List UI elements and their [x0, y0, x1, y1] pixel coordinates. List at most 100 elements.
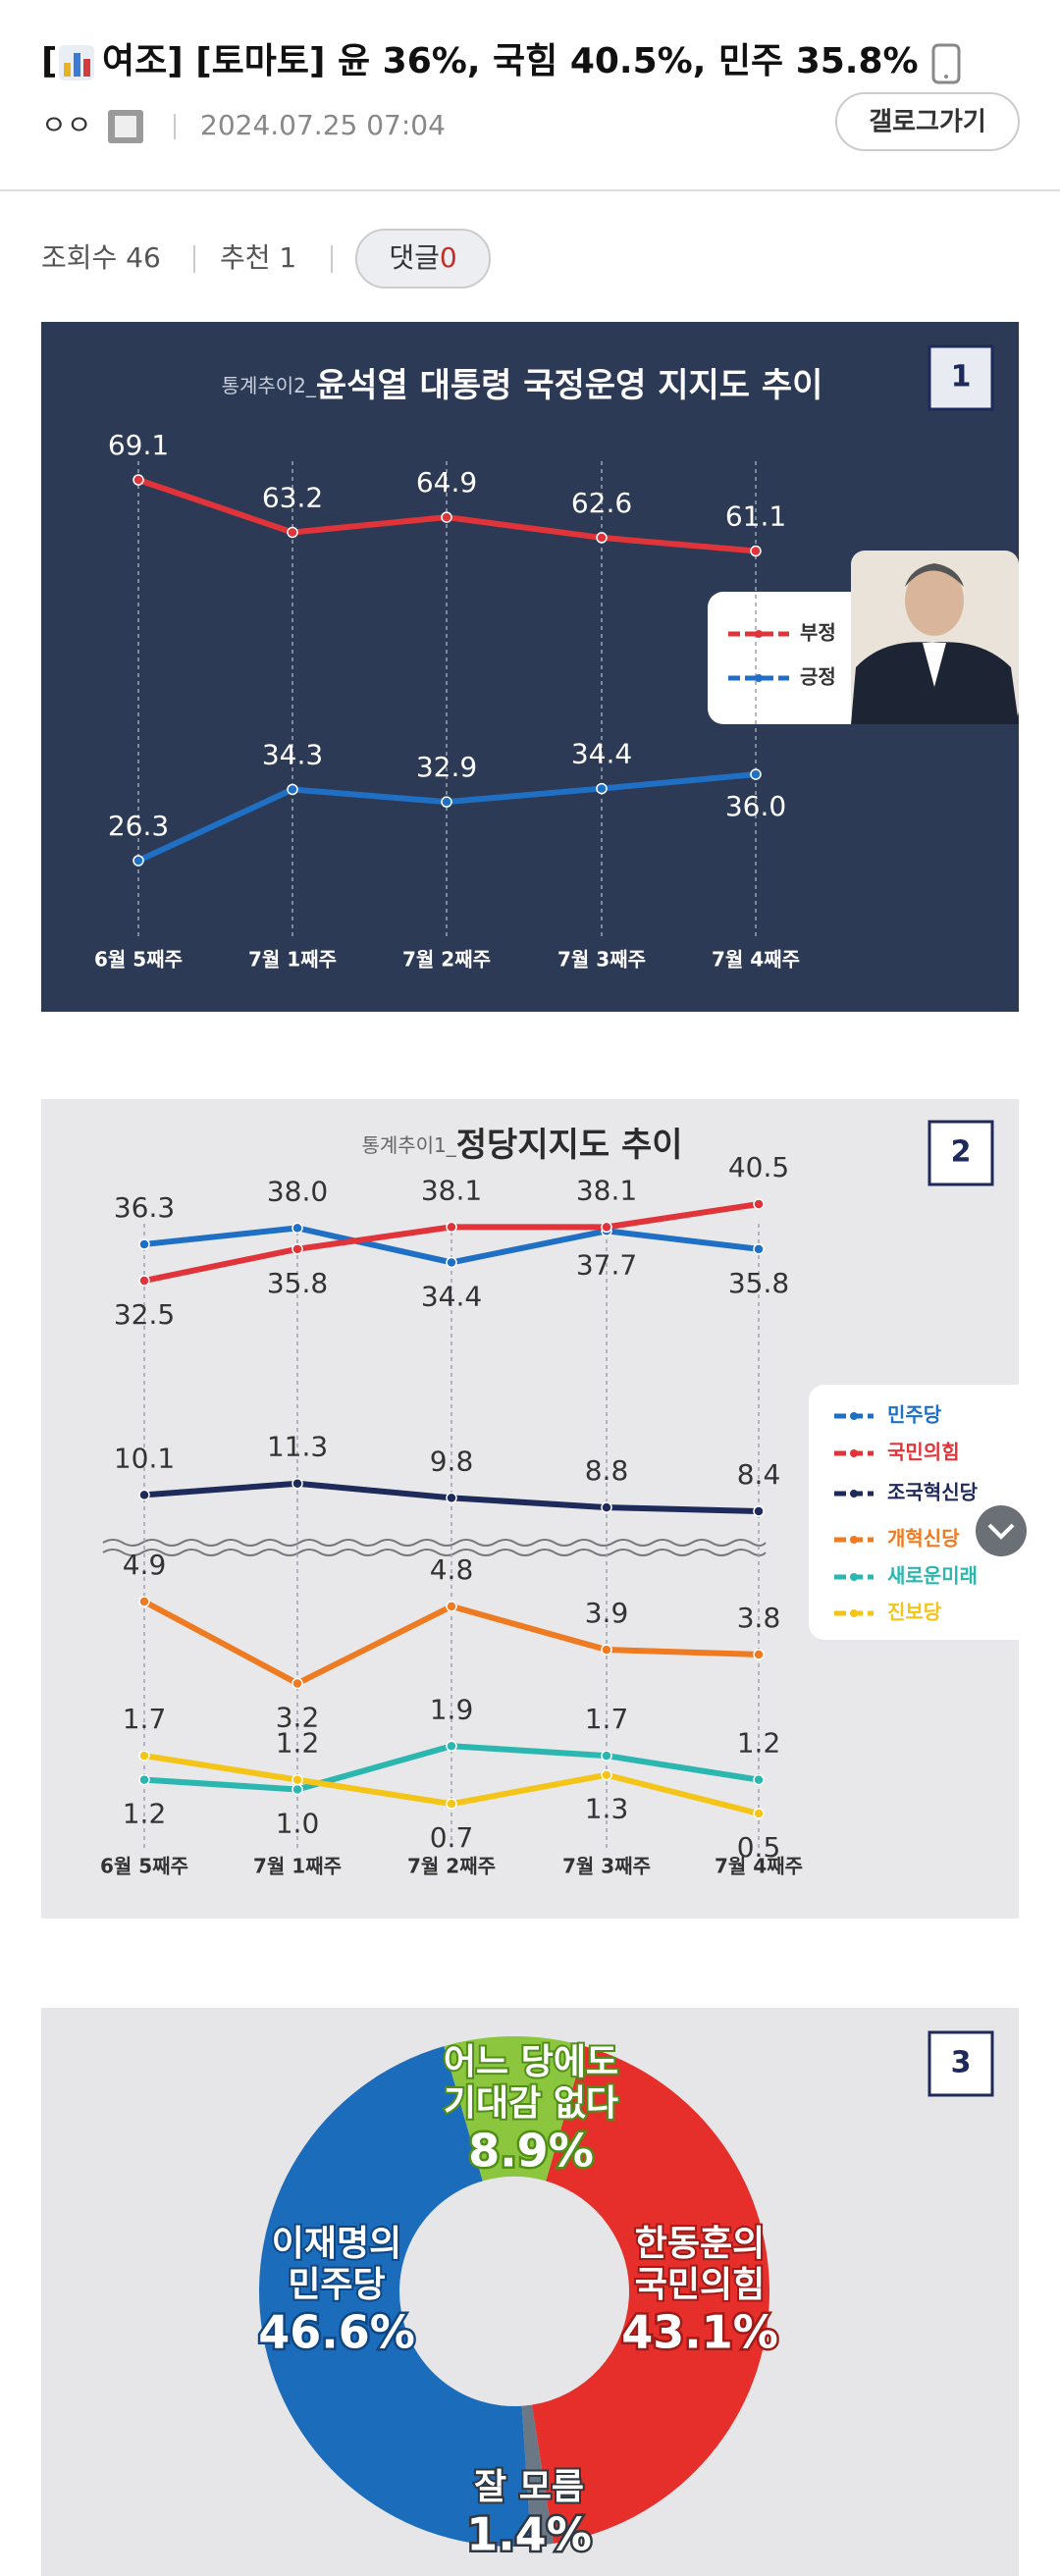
data-label: 69.1	[108, 429, 169, 461]
legend-swatch-dot	[755, 674, 763, 682]
photo	[851, 551, 1019, 724]
pie-slice	[444, 2036, 585, 2182]
legend-label: 조국혁신당	[887, 1481, 979, 1504]
data-point	[292, 1773, 303, 1786]
comment-button-label[interactable]: 댓글0	[389, 241, 456, 274]
data-label: 34.4	[421, 1280, 482, 1312]
x-tick-label: 7월 1째주	[248, 948, 337, 972]
data-label: 63.2	[262, 481, 323, 513]
data-label: 11.3	[267, 1431, 328, 1463]
data-point	[601, 1221, 612, 1234]
data-label: 34.3	[262, 738, 323, 770]
legend-label: 개혁신당	[887, 1527, 960, 1551]
comment-label[interactable]: 댓글	[389, 241, 440, 274]
legend-label: 진보당	[887, 1601, 942, 1624]
x-tick-label: 7월 2째주	[402, 948, 491, 972]
data-label: 38.1	[421, 1174, 482, 1206]
data-label: 37.7	[576, 1248, 637, 1281]
legend-swatch-dot	[850, 1536, 858, 1544]
data-point	[601, 1768, 612, 1781]
gallog-button[interactable]	[835, 92, 1020, 151]
data-point	[292, 1783, 303, 1796]
data-label: 1.7	[585, 1703, 629, 1735]
data-point	[138, 1238, 150, 1250]
legend-swatch-dot	[755, 630, 763, 638]
data-point	[292, 1222, 303, 1235]
slice-value-label: 1.4%	[466, 2508, 592, 2561]
data-label: 36.3	[114, 1191, 175, 1224]
slice-label: 잘 모름	[474, 2467, 584, 2507]
data-label: 0.5	[737, 1831, 781, 1864]
data-label: 3.2	[276, 1701, 320, 1733]
data-point	[287, 783, 298, 796]
legend-swatch-dot	[850, 1412, 858, 1420]
gallog-button-label[interactable]: 갤로그가기	[869, 108, 986, 137]
data-label: 10.1	[114, 1442, 175, 1474]
data-point	[138, 1773, 150, 1786]
data-point	[446, 1798, 457, 1810]
data-point	[753, 1243, 765, 1255]
data-label: 1.2	[123, 1798, 167, 1830]
data-label: 40.5	[728, 1151, 789, 1183]
data-point	[596, 782, 608, 795]
data-label: 8.4	[737, 1458, 781, 1491]
pie-slice	[531, 2046, 770, 2544]
badge	[928, 2030, 994, 2097]
data-label: 1.2	[737, 1727, 781, 1760]
chart-title-prefix: 통계추이1_	[361, 1133, 456, 1157]
post-title: 여조] [토마토] 윤 36%, 국힘 40.5%, 민주 35.8%	[102, 41, 919, 81]
legend-label: 부정	[800, 621, 836, 645]
data-point	[750, 545, 762, 557]
recommend-count: 추천 1	[220, 241, 296, 274]
data-label: 38.0	[267, 1175, 328, 1207]
legend-box	[809, 1385, 1034, 1640]
data-label: 9.8	[430, 1445, 474, 1477]
comment-button[interactable]	[355, 229, 491, 289]
data-label: 32.5	[114, 1298, 175, 1331]
mobile-icon	[931, 43, 961, 84]
slice-label: 민주당	[288, 2265, 385, 2305]
data-point	[292, 1243, 303, 1255]
data-point	[446, 1492, 457, 1504]
legend-swatch-dot	[850, 1573, 858, 1581]
chart-title: 통계추이1_정당지지도 추이	[361, 1126, 682, 1165]
comment-count[interactable]: 0	[440, 241, 457, 274]
data-point	[287, 526, 298, 539]
x-tick-label: 7월 4째주	[712, 948, 800, 972]
slice-label: 어느 당에도	[444, 2042, 618, 2082]
badge-label: 1	[951, 360, 972, 394]
data-point	[441, 511, 452, 523]
data-label: 4.9	[123, 1549, 167, 1581]
badge	[928, 344, 994, 411]
badge-label: 2	[951, 1135, 972, 1170]
data-label: 35.8	[267, 1267, 328, 1299]
post-title-open: [	[41, 41, 57, 81]
data-point	[753, 1505, 765, 1517]
data-label: 1.9	[430, 1693, 474, 1725]
badge-label: 3	[951, 2046, 972, 2080]
data-point	[132, 474, 144, 486]
data-point	[596, 532, 608, 544]
legend-label: 민주당	[887, 1403, 942, 1427]
slice-value-label: 8.9%	[468, 2125, 594, 2178]
x-tick-label: 7월 4째주	[715, 1855, 803, 1878]
chart-title-prefix: 통계추이2_	[222, 374, 317, 397]
legend-swatch-dot	[850, 1609, 858, 1617]
author[interactable]: ㅇㅇ	[41, 109, 92, 141]
data-label: 36.0	[725, 790, 786, 822]
data-label: 38.1	[576, 1174, 637, 1206]
collapse-button[interactable]	[976, 1505, 1027, 1556]
pie-slice	[258, 2046, 532, 2547]
axis-break	[102, 1539, 767, 1556]
x-tick-label: 7월 3째주	[557, 948, 646, 972]
data-point	[446, 1601, 457, 1612]
data-point	[446, 1256, 457, 1269]
legend-label: 긍정	[800, 665, 836, 689]
data-point	[292, 1677, 303, 1690]
data-label: 1.7	[123, 1703, 167, 1735]
data-point	[601, 1644, 612, 1656]
data-label: 4.8	[430, 1553, 474, 1586]
data-label: 3.8	[737, 1602, 781, 1634]
